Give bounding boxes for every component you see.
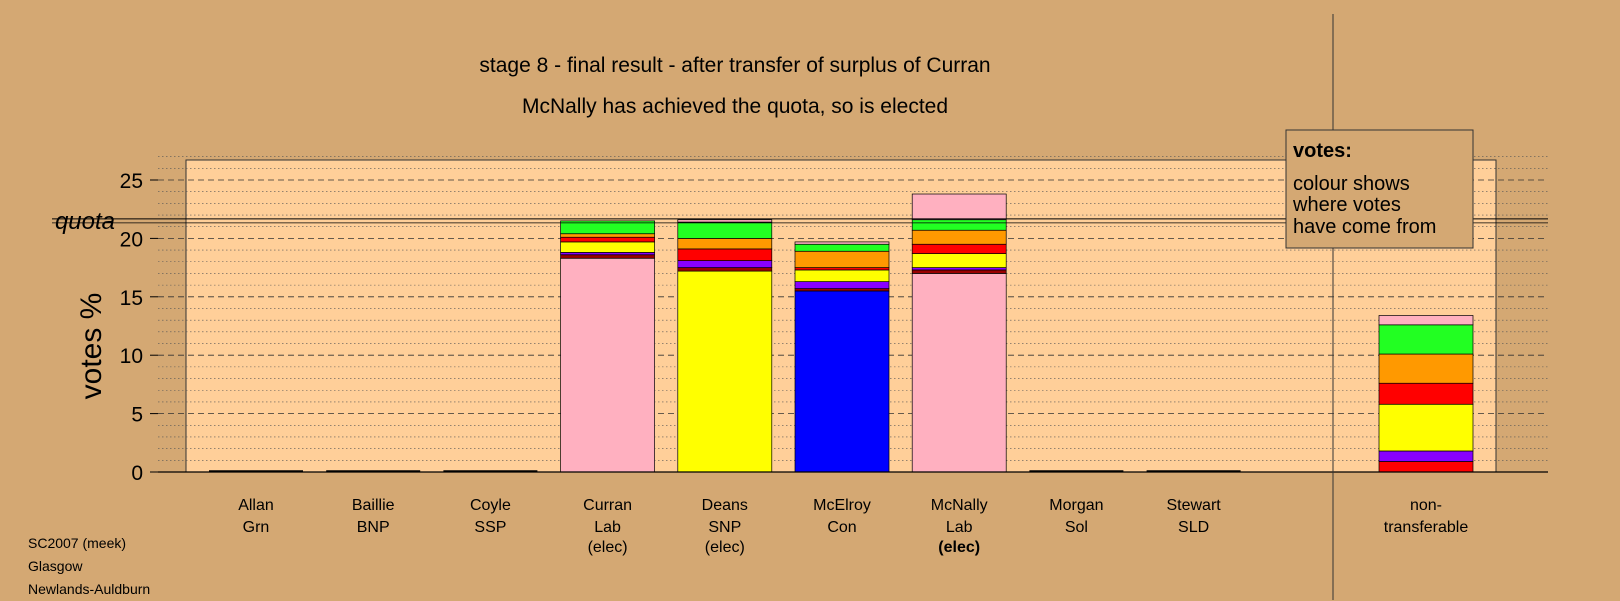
bar-mcnally-segment-3	[911, 267, 1007, 271]
legend-title: votes:	[1293, 140, 1352, 162]
y-axis-label: votes %	[75, 293, 108, 400]
bar-non-transferable-segment-1	[1378, 461, 1474, 473]
bar-non-transferable-segment-6	[1378, 324, 1474, 355]
bar-mcnally-segment-2	[911, 269, 1007, 274]
bar-curran-segment-2	[560, 254, 655, 259]
x-label-elected-curran: (elec)	[588, 539, 628, 556]
bar-deans-segment-4	[677, 248, 773, 261]
bar-mcelroy-segment-2	[794, 288, 890, 292]
x-label-name-allan: Allan	[238, 497, 274, 514]
bar-mcnally-segment-6	[911, 229, 1007, 245]
bar-mcnally-segment-4	[911, 253, 1007, 268]
x-label-elected-mcnally: (elec)	[938, 539, 980, 556]
x-label-name-baillie: Baillie	[352, 497, 395, 514]
bar-mcelroy-segment-7	[794, 243, 890, 252]
y-tick-label: 5	[131, 404, 143, 427]
bars-group	[209, 193, 1474, 473]
bar-deans-segment-1	[677, 270, 773, 473]
x-label-elected-deans: (elec)	[705, 539, 745, 556]
x-label-non-transferable-2: transferable	[1384, 519, 1469, 536]
x-label-non-transferable-1: non-	[1410, 497, 1442, 514]
x-label-name-stewart: Stewart	[1166, 497, 1221, 514]
y-tick-label: 10	[120, 345, 143, 368]
x-label-name-mcelroy: McElroy	[813, 497, 871, 514]
bar-mcelroy-segment-3	[794, 281, 890, 289]
footer-line-1: SC2007 (meek)	[28, 535, 127, 551]
bar-mcelroy-segment-6	[794, 250, 890, 268]
y-tick-label: 20	[120, 228, 143, 251]
bar-mcelroy-segment-8	[794, 241, 890, 245]
footer-line-3: Newlands-Auldburn	[28, 581, 151, 597]
bar-mcnally-segment-8	[911, 193, 1007, 221]
legend: votes: colour shows where votes have com…	[1285, 129, 1474, 249]
x-label-party-allan: Grn	[243, 519, 270, 536]
x-label-party-mcelroy: Con	[827, 519, 856, 536]
bar-non-transferable-segment-7	[1378, 315, 1474, 326]
x-label-name-coyle: Coyle	[470, 497, 511, 514]
x-label-party-baillie: BNP	[357, 519, 390, 536]
footer-info: SC2007 (meek) Glasgow Newlands-Auldburn	[28, 532, 150, 601]
y-tick-label: 25	[120, 170, 143, 193]
bar-non-transferable-segment-4	[1378, 382, 1474, 405]
bar-mcnally-segment-7	[911, 219, 1007, 231]
x-label-party-curran: Lab	[594, 519, 621, 536]
x-label-name-mcnally: McNally	[931, 497, 988, 514]
bar-curran-segment-7	[560, 220, 655, 235]
bar-mcelroy-segment-1	[794, 290, 890, 473]
x-label-party-mcnally: Lab	[946, 519, 973, 536]
bar-mcnally-segment-1	[911, 273, 1007, 473]
bar-curran-segment-5	[560, 236, 655, 243]
legend-line-1: colour shows	[1293, 173, 1410, 195]
bar-deans-segment-7	[677, 219, 773, 223]
legend-line-2: where votes	[1292, 194, 1401, 216]
bar-non-transferable-segment-2	[1378, 450, 1474, 462]
bar-non-transferable-segment-3	[1378, 403, 1474, 452]
y-tick-label: 0	[131, 462, 143, 485]
chart-title: stage 8 - final result - after transfer …	[479, 54, 990, 77]
bar-deans-segment-6	[677, 221, 773, 239]
y-tick-label: 15	[120, 287, 143, 310]
x-label-party-coyle: SSP	[474, 519, 506, 536]
footer-line-2: Glasgow	[28, 558, 83, 574]
bar-deans-segment-5	[677, 238, 773, 250]
x-label-name-curran: Curran	[583, 497, 632, 514]
bar-curran-segment-3	[560, 252, 655, 256]
x-label-party-deans: SNP	[708, 519, 741, 536]
legend-box	[1285, 129, 1474, 249]
x-label-party-stewart: SLD	[1178, 519, 1209, 536]
quota-label: quota	[55, 208, 115, 235]
bar-deans-segment-2	[677, 267, 773, 272]
bar-mcelroy-segment-4	[794, 269, 890, 282]
bar-curran-segment-1	[560, 257, 655, 473]
axes-group: 0 5 10 15 20 25 Allan Grn Baillie BNP Coyle SSP Curr…	[52, 170, 1548, 556]
x-label-name-deans: Deans	[702, 497, 748, 514]
bar-mcnally-segment-5	[911, 243, 1007, 254]
bar-curran-segment-4	[560, 241, 655, 253]
x-label-name-morgan: Morgan	[1049, 497, 1103, 514]
x-label-party-morgan: Sol	[1065, 519, 1088, 536]
bar-mcelroy-segment-5	[794, 267, 890, 271]
chart-subtitle: McNally has achieved the quota, so is el…	[522, 95, 948, 118]
bar-non-transferable-segment-5	[1378, 353, 1474, 384]
legend-line-3: have come from	[1293, 216, 1436, 238]
bar-curran-segment-6	[560, 233, 655, 238]
bar-deans-segment-3	[677, 260, 773, 268]
